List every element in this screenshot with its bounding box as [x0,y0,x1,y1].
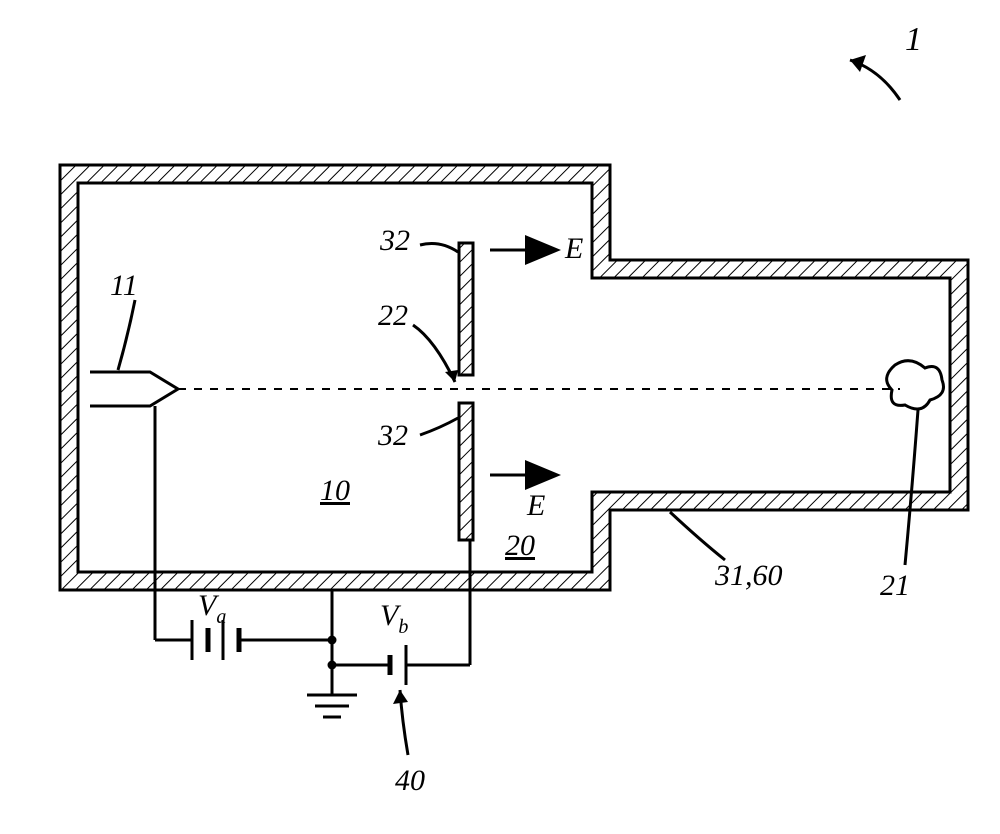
node-chamber [328,636,337,645]
substrate [887,361,944,409]
label-Vb: Vb [380,599,408,638]
label-3160: 31,60 [714,559,783,592]
label-40: 40 [395,764,425,797]
label-E-top: E [564,232,583,265]
label-21: 21 [880,569,910,602]
label-11: 11 [110,269,138,302]
lead-11 [118,300,135,370]
emitter [90,372,178,406]
battery-vb [390,645,406,685]
label-32-bot: 32 [377,419,408,452]
label-E-bot: E [526,489,545,522]
lead-21 [905,410,918,565]
schematic-diagram: 1 11 32 22 32 E E 10 20 31,60 21 40 Va V… [0,0,1000,834]
lead-3160 [670,512,725,560]
plate-top [459,243,473,375]
lead-32-top [420,244,458,252]
figref-arrowhead [850,55,866,72]
label-10: 10 [320,474,350,507]
label-figref: 1 [905,21,922,58]
label-32-top: 32 [379,224,410,257]
label-20: 20 [505,529,535,562]
label-22: 22 [378,299,408,332]
chamber-wall [60,165,968,590]
lead-22-tip [445,370,458,382]
label-Va: Va [198,589,226,628]
lead-40-tip [393,690,408,704]
plate-bottom [459,403,473,540]
lead-32-bot [420,418,458,435]
ground-symbol [307,695,357,717]
